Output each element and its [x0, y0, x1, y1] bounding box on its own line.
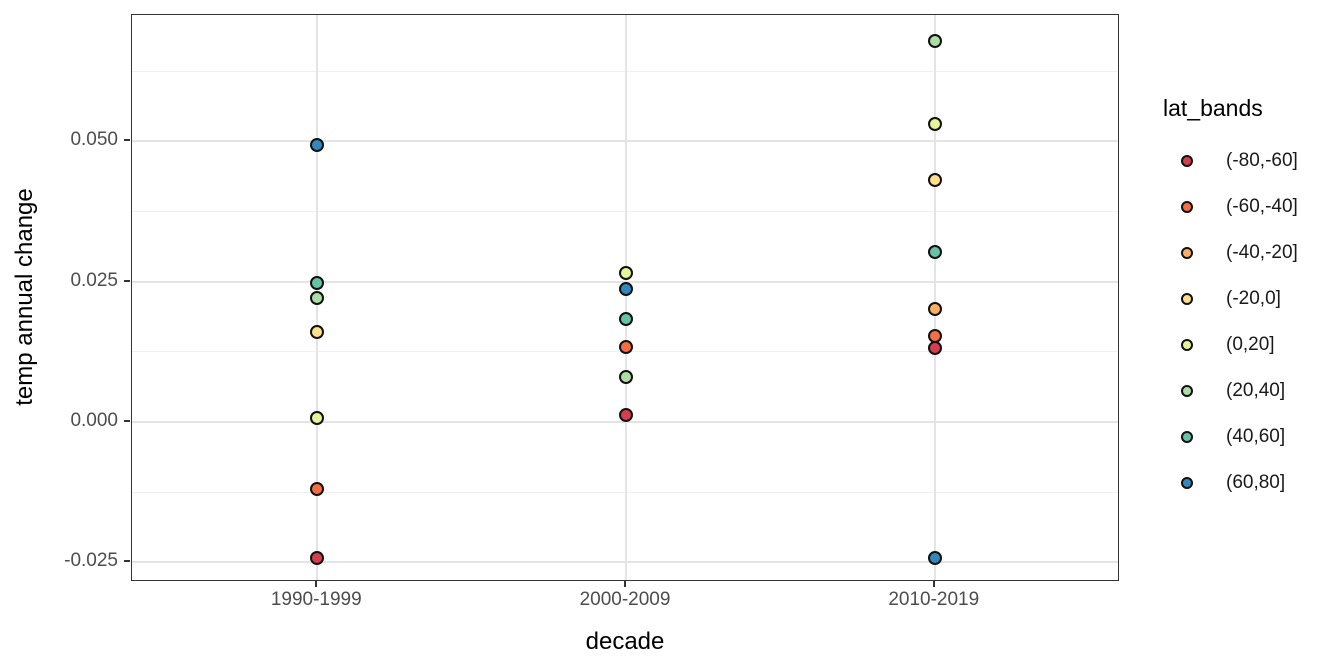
legend-item: (60,80] [1160, 460, 1344, 506]
legend-key-dot [1181, 339, 1193, 351]
x-axis-tick [932, 581, 935, 587]
legend-key-dot [1181, 155, 1193, 167]
legend-title: lat_bands [1163, 95, 1263, 121]
x-axis-tick-label: 1990-1999 [270, 589, 362, 610]
data-point [310, 410, 325, 425]
legend-item-label: (60,80] [1226, 472, 1286, 493]
y-axis-tick-label: 0.000 [70, 410, 118, 431]
y-axis-tick-label: -0.025 [64, 550, 118, 572]
legend-item-label: (-20,0] [1226, 288, 1281, 309]
category-gridline [933, 15, 936, 580]
y-axis-tick [124, 139, 130, 142]
category-gridline [625, 15, 627, 580]
x-axis-tick [315, 581, 318, 587]
data-point [927, 33, 942, 48]
data-point [619, 312, 633, 327]
y-axis-tick [124, 420, 130, 422]
legend-item: (-20,0] [1160, 276, 1344, 322]
plot-panel [131, 14, 1119, 581]
data-point [619, 370, 633, 385]
data-point [310, 290, 325, 305]
legend-item: (20,40] [1160, 368, 1344, 414]
legend-item: (-80,-60] [1160, 138, 1344, 184]
legend-key-dot [1181, 431, 1193, 443]
legend-key-dot [1181, 293, 1193, 305]
y-axis-title: temp annual change [11, 188, 38, 406]
data-point [927, 341, 942, 356]
legend-key-dot [1181, 477, 1193, 489]
data-point [310, 324, 325, 339]
x-axis-tick-label: 2010-2019 [888, 589, 980, 610]
data-point [927, 301, 942, 316]
legend: lat_bands (-80,-60] (-60,-40] (-40,-20] (-2… [1160, 95, 1344, 506]
data-point [310, 551, 325, 566]
legend-item: (-60,-40] [1160, 184, 1344, 230]
y-axis-tick [124, 560, 130, 563]
data-point [619, 265, 633, 280]
legend-item-label: (-60,-40] [1226, 196, 1298, 217]
x-axis-title: decade [585, 628, 665, 655]
data-point [619, 281, 633, 296]
data-point [927, 173, 942, 188]
legend-key-dot [1181, 247, 1193, 259]
data-point [619, 407, 633, 422]
legend-item-label: (40,60] [1226, 426, 1286, 447]
legend-key-dot [1181, 385, 1193, 397]
legend-item: (-40,-20] [1160, 230, 1344, 276]
data-point [619, 339, 633, 354]
y-axis-tick-label: 0.025 [70, 269, 118, 291]
legend-item-label: (-40,-20] [1226, 242, 1298, 263]
legend-items: (-80,-60] (-60,-40] (-40,-20] (-20,0] (0,20]… [1160, 138, 1344, 506]
legend-item: (0,20] [1160, 322, 1344, 368]
legend-item-label: (-80,-60] [1226, 150, 1298, 171]
y-axis-tick [124, 279, 130, 282]
y-axis-tick-label: 0.050 [70, 129, 118, 151]
data-point [927, 329, 942, 344]
legend-item-label: (0,20] [1226, 334, 1275, 355]
x-axis-tick-label: 2000-2009 [579, 589, 671, 610]
x-axis-tick [624, 581, 626, 587]
data-point [310, 137, 325, 152]
data-point [927, 551, 942, 566]
data-point [927, 117, 942, 132]
legend-key-dot [1181, 201, 1193, 213]
legend-item: (40,60] [1160, 414, 1344, 460]
data-point [310, 482, 325, 497]
data-point [927, 245, 942, 260]
data-point [310, 276, 325, 291]
legend-item-label: (20,40] [1226, 380, 1286, 401]
